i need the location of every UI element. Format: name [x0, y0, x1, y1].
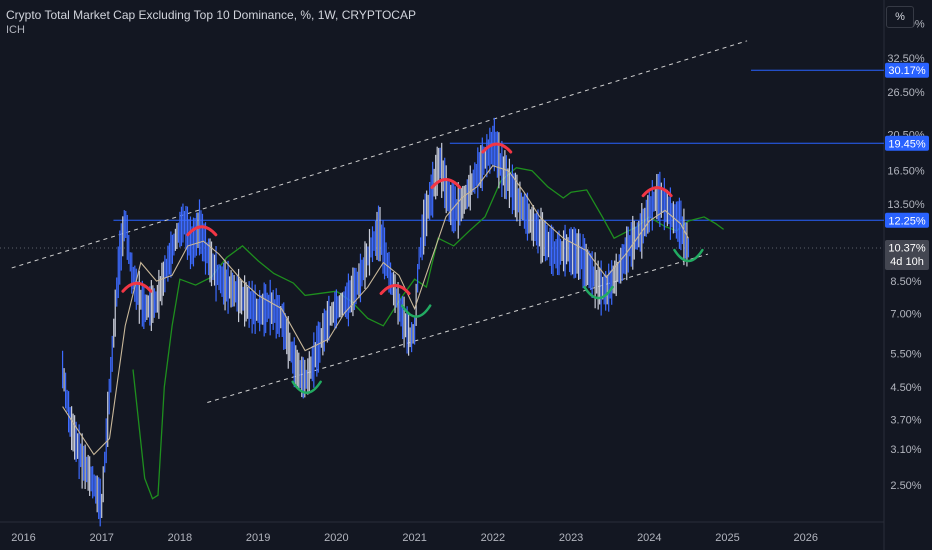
y-tick-label: 5.50% [890, 349, 921, 361]
x-tick-label: 2022 [481, 532, 505, 544]
y-tick-label: 3.70% [890, 415, 921, 427]
price-label-text: 30.17% [888, 65, 926, 77]
x-tick-label: 2016 [11, 532, 35, 544]
top-marker-arc [641, 186, 673, 198]
price-label-box [885, 62, 929, 78]
top-marker-arc [481, 142, 513, 154]
bottom-marker-arc [291, 380, 322, 394]
x-tick-label: 2026 [794, 532, 818, 544]
x-tick-label: 2018 [168, 532, 192, 544]
x-tick-label: 2025 [715, 532, 739, 544]
indicator-label: ICH [6, 24, 25, 36]
percent-scale-button[interactable]: % [886, 6, 914, 28]
price-label-box [885, 240, 929, 271]
price-label-text: 19.45% [888, 138, 926, 150]
price-label-box [885, 212, 929, 228]
lower-trend-line [207, 253, 709, 403]
moving-average-line [62, 165, 689, 456]
bottom-marker-arc [400, 304, 432, 318]
y-tick-label: 4.50% [890, 382, 921, 394]
countdown-label: 4d 10h [890, 256, 924, 268]
y-tick-label: 2.50% [890, 480, 921, 492]
x-tick-label: 2021 [402, 532, 426, 544]
bottom-marker-arc [583, 285, 614, 300]
y-tick-label: 26.50% [887, 87, 925, 99]
y-tick-label: 8.50% [890, 276, 921, 288]
x-tick-label: 2020 [324, 532, 348, 544]
upper-trend-line [11, 40, 748, 269]
top-marker-arc [186, 225, 218, 237]
top-marker-arc [379, 284, 411, 295]
x-tick-label: 2024 [637, 532, 661, 544]
y-tick-label: 3.10% [890, 444, 921, 456]
y-tick-label: 16.50% [887, 166, 925, 178]
top-marker-arc [430, 177, 462, 189]
x-tick-label: 2019 [246, 532, 270, 544]
price-label-text: 12.25% [888, 215, 926, 227]
price-label-text: 10.37% [888, 243, 926, 255]
x-tick-label: 2017 [89, 532, 113, 544]
x-tick-label: 2023 [559, 532, 583, 544]
y-tick-label: 7.00% [890, 308, 921, 320]
top-marker-arc [121, 281, 153, 293]
bottom-marker-arc [673, 248, 704, 263]
y-tick-label: 32.50% [887, 53, 925, 65]
y-tick-label: 13.50% [887, 199, 925, 211]
chart-title: Crypto Total Market Cap Excluding Top 10… [6, 8, 416, 22]
price-label-box [885, 135, 929, 151]
